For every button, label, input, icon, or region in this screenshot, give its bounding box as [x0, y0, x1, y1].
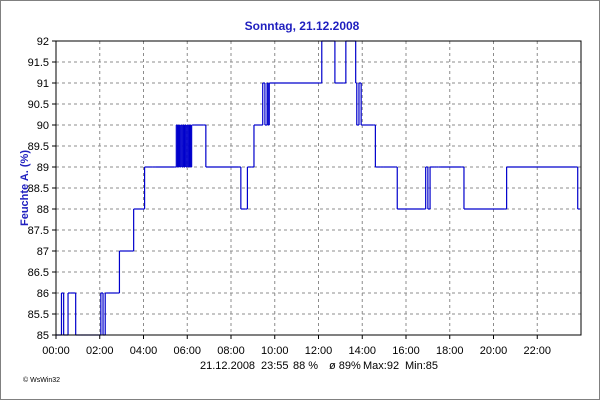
- series-layer: [56, 40, 580, 336]
- y-tick-label: 86: [37, 288, 49, 300]
- plot-area: [55, 40, 582, 336]
- x-tick-label: 06:00: [173, 345, 201, 357]
- y-tick-label: 87: [37, 246, 49, 258]
- footer-time: 23:55: [261, 360, 289, 372]
- x-tick-label: 04:00: [130, 345, 158, 357]
- x-tick-label: 20:00: [480, 345, 508, 357]
- chart-title: Sonntag, 21.12.2008: [245, 19, 360, 33]
- footer-date: 21.12.2008: [200, 360, 255, 372]
- footer-current: 88 %: [293, 360, 318, 372]
- y-tick-label: 90.5: [28, 99, 49, 111]
- y-tick-label: 88.5: [28, 183, 49, 195]
- y-tick-label: 92: [37, 36, 49, 48]
- x-tick-label: 08:00: [217, 345, 245, 357]
- credit-text: © WsWin32: [23, 376, 60, 384]
- y-tick-label: 85: [37, 330, 49, 342]
- footer-min: Min:85: [405, 360, 438, 372]
- y-tick-label: 87.5: [28, 225, 49, 237]
- x-tick-label: 02:00: [86, 345, 114, 357]
- x-tick-label: 10:00: [261, 345, 289, 357]
- y-tick-label: 91: [37, 78, 49, 90]
- x-tick-label: 16:00: [392, 345, 420, 357]
- y-tick-label: 89.5: [28, 141, 49, 153]
- x-tick-label: 22:00: [523, 345, 551, 357]
- y-tick-label: 86.5: [28, 267, 49, 279]
- y-tick-label: 88: [37, 204, 49, 216]
- x-tick-label: 14:00: [348, 345, 376, 357]
- y-axis-label: Feuchte A. (%): [19, 150, 31, 226]
- y-tick-label: 90: [37, 120, 49, 132]
- y-tick-label: 91.5: [28, 57, 49, 69]
- y-tick-label: 85.5: [28, 309, 49, 321]
- axis-ticks: 00:00 02:00 04:00 06:00 08:00 10:00 12:00 14:00…: [28, 36, 551, 357]
- x-tick-label: 00:00: [42, 345, 70, 357]
- footer-max: Max:92: [363, 360, 399, 372]
- grid-lines: [56, 41, 581, 335]
- y-tick-label: 89: [37, 162, 49, 174]
- x-tick-label: 12:00: [305, 345, 333, 357]
- footer-average: ø 89%: [329, 360, 361, 372]
- x-tick-label: 18:00: [436, 345, 464, 357]
